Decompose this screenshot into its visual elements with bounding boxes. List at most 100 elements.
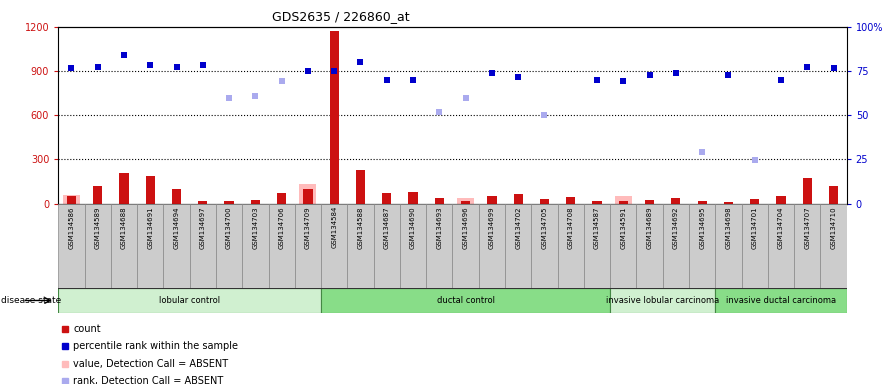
Bar: [566, 197, 575, 204]
Text: GSM134702: GSM134702: [515, 206, 521, 248]
Text: GSM134697: GSM134697: [200, 206, 206, 249]
Bar: [93, 186, 102, 204]
Bar: [592, 200, 601, 204]
Text: GSM134694: GSM134694: [174, 206, 179, 248]
Text: GSM134709: GSM134709: [305, 206, 311, 249]
Text: GSM134701: GSM134701: [752, 206, 758, 249]
Bar: [505, 204, 531, 288]
Text: percentile rank within the sample: percentile rank within the sample: [73, 341, 238, 351]
Bar: [487, 196, 496, 204]
Bar: [636, 204, 663, 288]
Bar: [137, 204, 163, 288]
Bar: [58, 204, 84, 288]
Text: invasive ductal carcinoma: invasive ductal carcinoma: [726, 296, 836, 305]
Bar: [794, 204, 821, 288]
Bar: [330, 31, 339, 204]
Bar: [172, 189, 181, 204]
Bar: [348, 204, 374, 288]
Bar: [610, 288, 715, 313]
Text: GSM134589: GSM134589: [95, 206, 100, 248]
Bar: [615, 196, 632, 204]
Bar: [671, 198, 680, 204]
Bar: [531, 204, 557, 288]
Text: GSM134692: GSM134692: [673, 206, 679, 248]
Bar: [803, 179, 812, 204]
Bar: [461, 201, 470, 204]
Text: GSM134689: GSM134689: [647, 206, 652, 249]
Bar: [619, 201, 628, 204]
Bar: [452, 204, 478, 288]
Text: disease state: disease state: [1, 296, 61, 305]
Bar: [663, 204, 689, 288]
Text: GSM134707: GSM134707: [805, 206, 810, 249]
Bar: [435, 199, 444, 204]
Text: rank, Detection Call = ABSENT: rank, Detection Call = ABSENT: [73, 376, 224, 384]
Bar: [426, 204, 452, 288]
Bar: [557, 204, 584, 288]
Bar: [67, 196, 76, 204]
Text: GDS2635 / 226860_at: GDS2635 / 226860_at: [271, 10, 409, 23]
Bar: [768, 204, 794, 288]
Bar: [409, 192, 418, 204]
Bar: [63, 195, 80, 204]
Text: GSM134706: GSM134706: [279, 206, 285, 249]
Text: GSM134588: GSM134588: [358, 206, 364, 248]
Text: GSM134699: GSM134699: [489, 206, 495, 249]
Text: GSM134690: GSM134690: [410, 206, 416, 249]
Text: GSM134586: GSM134586: [68, 206, 74, 248]
Bar: [478, 204, 505, 288]
Bar: [119, 173, 128, 204]
Bar: [304, 189, 313, 204]
Text: count: count: [73, 324, 101, 334]
Bar: [698, 200, 707, 204]
Bar: [198, 201, 207, 204]
Bar: [821, 204, 847, 288]
Bar: [750, 199, 759, 204]
Text: GSM134708: GSM134708: [568, 206, 573, 249]
Bar: [610, 204, 636, 288]
Bar: [190, 204, 216, 288]
Bar: [84, 204, 111, 288]
Bar: [163, 204, 190, 288]
Text: GSM134698: GSM134698: [726, 206, 731, 249]
Bar: [321, 288, 610, 313]
Text: GSM134688: GSM134688: [121, 206, 127, 249]
Text: GSM134693: GSM134693: [436, 206, 443, 249]
Bar: [356, 170, 365, 204]
Text: value, Detection Call = ABSENT: value, Detection Call = ABSENT: [73, 359, 228, 369]
Bar: [829, 186, 838, 204]
Text: GSM134705: GSM134705: [541, 206, 547, 248]
Bar: [584, 204, 610, 288]
Text: GSM134710: GSM134710: [831, 206, 837, 249]
Text: GSM134703: GSM134703: [253, 206, 258, 249]
Text: GSM134700: GSM134700: [226, 206, 232, 249]
Bar: [689, 204, 715, 288]
Bar: [645, 200, 654, 204]
Text: ductal control: ductal control: [436, 296, 495, 305]
Text: lobular control: lobular control: [159, 296, 220, 305]
Bar: [742, 204, 768, 288]
Bar: [216, 204, 242, 288]
Bar: [400, 204, 426, 288]
Bar: [724, 202, 733, 204]
Bar: [269, 204, 295, 288]
Bar: [277, 193, 286, 204]
Bar: [777, 196, 786, 204]
Text: GSM134696: GSM134696: [462, 206, 469, 249]
Bar: [457, 199, 474, 204]
Text: GSM134584: GSM134584: [332, 206, 337, 248]
Text: GSM134687: GSM134687: [383, 206, 390, 249]
Bar: [242, 204, 269, 288]
Text: GSM134691: GSM134691: [147, 206, 153, 249]
Text: invasive lobular carcinoma: invasive lobular carcinoma: [606, 296, 719, 305]
Text: GSM134704: GSM134704: [778, 206, 784, 248]
Bar: [295, 204, 321, 288]
Bar: [299, 184, 316, 204]
Bar: [225, 201, 234, 204]
Text: GSM134591: GSM134591: [620, 206, 626, 248]
Bar: [321, 204, 348, 288]
Bar: [383, 193, 392, 204]
Bar: [58, 288, 321, 313]
Bar: [251, 200, 260, 204]
Text: GSM134587: GSM134587: [594, 206, 600, 248]
